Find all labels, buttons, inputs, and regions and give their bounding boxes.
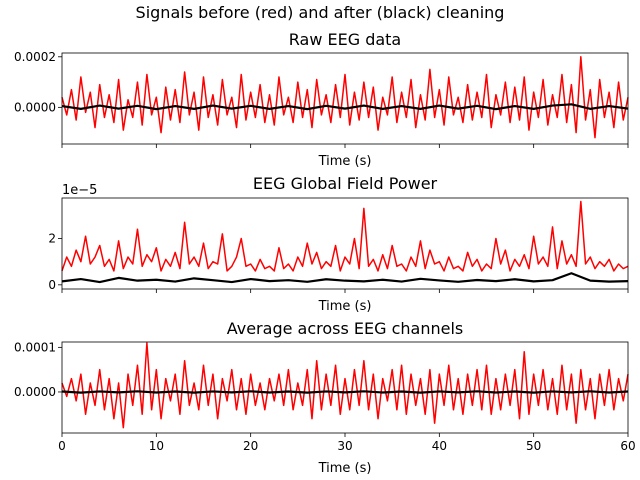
figure-suptitle: Signals before (red) and after (black) c… (136, 3, 505, 22)
axes-frame (61, 52, 629, 145)
x-tick-label: 40 (432, 439, 447, 453)
panel-average-eeg: Average across EEG channels Time (s) 0 10… (14, 319, 636, 476)
y-tick-label: 0 (48, 278, 56, 292)
y-tick-label: 0.0002 (14, 50, 56, 64)
marks: 0 10 20 30 40 50 60 0.0000 0.0001 (14, 340, 636, 453)
panel-raw-eeg: Raw EEG data Time (s) 0.0000 0.0002 (14, 30, 629, 169)
y-tick-label: 0.0000 (14, 385, 56, 399)
x-axis-label: Time (s) (318, 461, 372, 476)
series-line-after (61, 390, 629, 394)
panel-title: Raw EEG data (289, 30, 401, 49)
series-line-before (61, 56, 629, 139)
x-tick-label: 20 (243, 439, 258, 453)
x-axis-label: Time (s) (318, 154, 372, 169)
x-tick-label: 0 (58, 439, 66, 453)
x-tick-label: 10 (149, 439, 164, 453)
y-tick-label: 2 (48, 232, 56, 246)
axes-frame (61, 341, 629, 434)
y-tick-label: 0.0001 (14, 340, 56, 354)
series-line-after (61, 103, 629, 111)
x-tick-label: 60 (620, 439, 635, 453)
panel-title: Average across EEG channels (227, 319, 464, 338)
x-axis-label: Time (s) (318, 299, 372, 314)
series-line-after (61, 272, 629, 284)
x-tick-label: 30 (337, 439, 352, 453)
marks: 0.0000 0.0002 (14, 50, 629, 148)
y-tick-label: 0.0000 (14, 100, 56, 114)
series-line-before (61, 342, 629, 429)
panel-global-field-power: EEG Global Field Power Time (s) 1e−5 02 (48, 174, 629, 314)
panel-title: EEG Global Field Power (253, 174, 438, 193)
offset-text: 1e−5 (62, 183, 97, 198)
marks: 02 (48, 200, 629, 293)
x-tick-label: 50 (526, 439, 541, 453)
axes-frame (61, 197, 629, 290)
series-line-before (61, 200, 629, 272)
